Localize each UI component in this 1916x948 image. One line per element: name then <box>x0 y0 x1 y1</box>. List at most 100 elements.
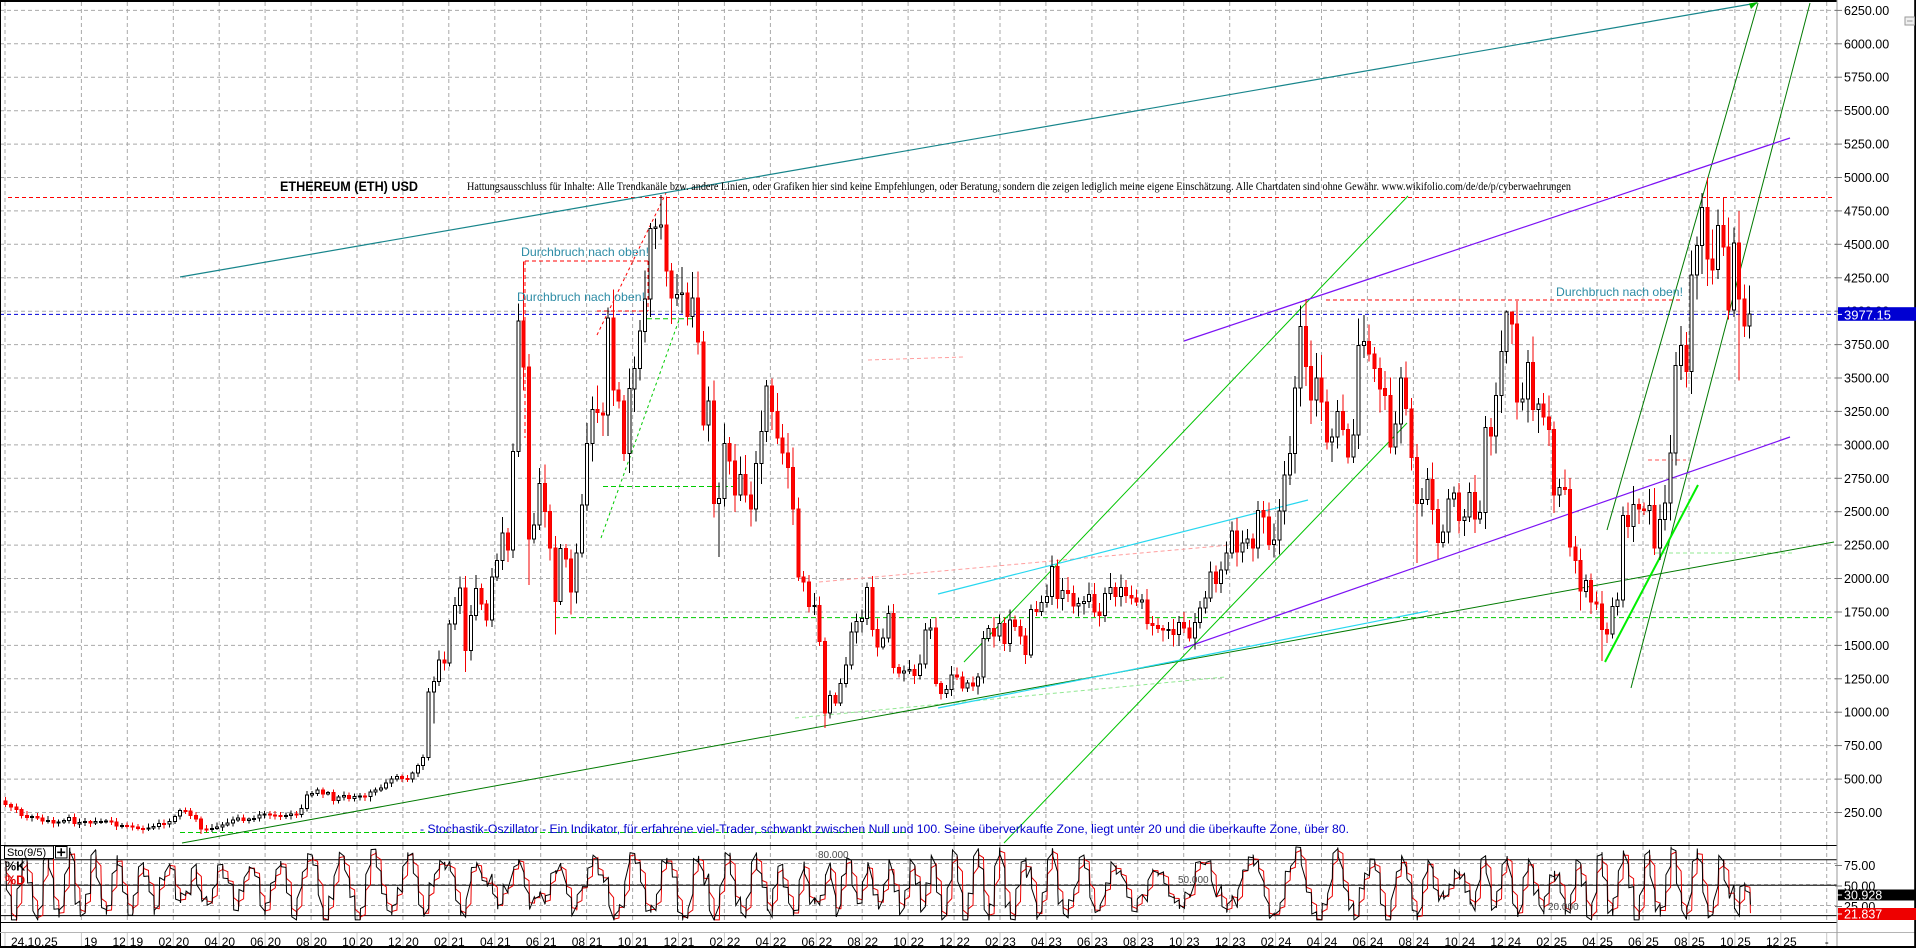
svg-text:04: 04 <box>1031 935 1045 948</box>
svg-text:12: 12 <box>1766 935 1780 948</box>
svg-text:3000.00: 3000.00 <box>1844 438 1889 452</box>
svg-text:5500.00: 5500.00 <box>1844 104 1889 118</box>
svg-text:19: 19 <box>130 935 144 948</box>
svg-text:25: 25 <box>1737 935 1751 948</box>
svg-text:23: 23 <box>1186 935 1200 948</box>
svg-text:3750.00: 3750.00 <box>1844 338 1889 352</box>
svg-text:06: 06 <box>1628 935 1642 948</box>
svg-text:04: 04 <box>756 935 770 948</box>
svg-text:21: 21 <box>451 935 465 948</box>
svg-text:23: 23 <box>1048 935 1062 948</box>
svg-text:25: 25 <box>1783 935 1797 948</box>
svg-text:06: 06 <box>250 935 264 948</box>
svg-text:2750.00: 2750.00 <box>1844 472 1889 486</box>
svg-text:50.000: 50.000 <box>1178 875 1209 886</box>
svg-text:23: 23 <box>1003 935 1017 948</box>
svg-text:10: 10 <box>618 935 632 948</box>
svg-text:04: 04 <box>1307 935 1321 948</box>
svg-text:80.000: 80.000 <box>818 850 849 861</box>
svg-text:22: 22 <box>957 935 971 948</box>
svg-text:08: 08 <box>572 935 586 948</box>
svg-text:20: 20 <box>405 935 419 948</box>
svg-text:2250.00: 2250.00 <box>1844 539 1889 553</box>
svg-text:08: 08 <box>847 935 861 948</box>
svg-text:25: 25 <box>1554 935 1568 948</box>
svg-text:5000.00: 5000.00 <box>1844 171 1889 185</box>
svg-text:3500.00: 3500.00 <box>1844 372 1889 386</box>
svg-text:Hattungsausschluss für Inhalte: Hattungsausschluss für Inhalte: Alle Tre… <box>467 181 1571 193</box>
svg-text:12: 12 <box>388 935 402 948</box>
svg-text:10: 10 <box>893 935 907 948</box>
svg-text:10: 10 <box>1720 935 1734 948</box>
svg-text:1500.00: 1500.00 <box>1844 639 1889 653</box>
svg-text:19: 19 <box>84 935 98 948</box>
svg-text:24: 24 <box>1462 935 1476 948</box>
svg-text:20: 20 <box>268 935 282 948</box>
svg-text:22: 22 <box>773 935 787 948</box>
svg-text:21: 21 <box>681 935 695 948</box>
svg-text:25: 25 <box>1600 935 1614 948</box>
svg-text:23: 23 <box>1232 935 1246 948</box>
svg-text:-: - <box>1825 935 1829 948</box>
svg-text:22: 22 <box>819 935 833 948</box>
svg-text:22: 22 <box>865 935 879 948</box>
svg-text:24.10.25: 24.10.25 <box>11 935 58 948</box>
svg-text:21.837: 21.837 <box>1844 907 1882 921</box>
svg-text:6250.00: 6250.00 <box>1844 4 1889 18</box>
svg-text:%K: %K <box>5 860 25 874</box>
svg-text:5750.00: 5750.00 <box>1844 71 1889 85</box>
svg-text:Durchbruch nach oben!: Durchbruch nach oben! <box>1556 285 1683 299</box>
svg-text:6000.00: 6000.00 <box>1844 37 1889 51</box>
svg-text:10: 10 <box>1169 935 1183 948</box>
svg-text:04: 04 <box>1582 935 1596 948</box>
svg-text:24: 24 <box>1278 935 1292 948</box>
svg-text:21: 21 <box>543 935 557 948</box>
svg-text:1250.00: 1250.00 <box>1844 672 1889 686</box>
svg-text:06: 06 <box>801 935 815 948</box>
svg-text:1000.00: 1000.00 <box>1844 706 1889 720</box>
svg-text:3250.00: 3250.00 <box>1844 405 1889 419</box>
svg-text:ETHEREUM (ETH) USD: ETHEREUM (ETH) USD <box>280 179 418 194</box>
svg-text:02: 02 <box>158 935 172 948</box>
svg-text:23: 23 <box>1094 935 1108 948</box>
svg-text:24: 24 <box>1324 935 1338 948</box>
svg-text:21: 21 <box>635 935 649 948</box>
svg-text:10: 10 <box>1444 935 1458 948</box>
svg-text:21: 21 <box>497 935 511 948</box>
svg-text:20.000: 20.000 <box>1548 902 1579 913</box>
svg-text:20: 20 <box>360 935 374 948</box>
svg-text:24: 24 <box>1370 935 1384 948</box>
svg-text:08: 08 <box>296 935 310 948</box>
svg-text:25: 25 <box>1646 935 1660 948</box>
svg-text:08: 08 <box>1399 935 1413 948</box>
svg-text:02: 02 <box>985 935 999 948</box>
svg-text:04: 04 <box>204 935 218 948</box>
svg-text:06: 06 <box>1077 935 1091 948</box>
svg-text:2500.00: 2500.00 <box>1844 505 1889 519</box>
svg-text:5250.00: 5250.00 <box>1844 138 1889 152</box>
svg-text:500.00: 500.00 <box>1844 773 1882 787</box>
svg-text:23: 23 <box>1140 935 1154 948</box>
svg-text:30.928: 30.928 <box>1844 888 1882 902</box>
svg-text:02: 02 <box>1261 935 1275 948</box>
svg-text:1750.00: 1750.00 <box>1844 606 1889 620</box>
svg-text:21: 21 <box>589 935 603 948</box>
svg-text:06: 06 <box>1353 935 1367 948</box>
svg-text:12: 12 <box>1215 935 1229 948</box>
svg-text:02: 02 <box>1536 935 1550 948</box>
svg-text:2000.00: 2000.00 <box>1844 572 1889 586</box>
svg-text:24: 24 <box>1416 935 1430 948</box>
svg-text:4500.00: 4500.00 <box>1844 238 1889 252</box>
svg-text:12: 12 <box>664 935 678 948</box>
svg-text:12: 12 <box>112 935 126 948</box>
svg-text:250.00: 250.00 <box>1844 806 1882 820</box>
svg-text:- Stochastik-Oszillator - Ein: - Stochastik-Oszillator - Ein Indikator,… <box>420 824 1349 836</box>
svg-text:20: 20 <box>314 935 328 948</box>
svg-text:04: 04 <box>480 935 494 948</box>
svg-text:4250.00: 4250.00 <box>1844 271 1889 285</box>
svg-text:Durchbruch nach oben!: Durchbruch nach oben! <box>521 245 649 259</box>
svg-text:08: 08 <box>1674 935 1688 948</box>
svg-text:75.00: 75.00 <box>1844 859 1875 873</box>
svg-text:10: 10 <box>342 935 356 948</box>
svg-text:06: 06 <box>526 935 540 948</box>
